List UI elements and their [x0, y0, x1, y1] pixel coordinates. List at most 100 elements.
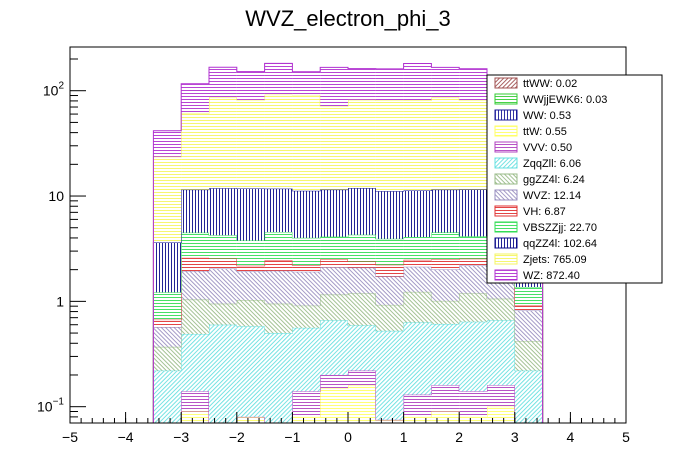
- legend-label-qqzz4l: qqZZ4l: 102.64: [523, 238, 597, 250]
- bar-zqqzll-bin-6: [320, 320, 348, 375]
- legend-label-wwjjewk6: WWjjEWK6: 0.03: [523, 94, 607, 106]
- legend-swatch-qqzz4l: [494, 237, 518, 249]
- bar-vbszzjj-bin-7: [348, 234, 376, 262]
- bar-vvv-bin-9: [403, 394, 432, 417]
- bar-wz-bin-3: [236, 71, 265, 100]
- bar-vvv-bin-10: [431, 385, 460, 412]
- bar-zjets-bin-9: [403, 100, 432, 191]
- bar-ttw-bin-7: [348, 385, 376, 423]
- bar-wvz-bin-4: [264, 270, 293, 304]
- x-tick-label: 1: [400, 429, 408, 445]
- legend-swatch-ttw: [494, 125, 518, 137]
- bar-wz-bin-2: [209, 67, 237, 98]
- legend-label-vh: VH: 6.87: [523, 206, 566, 218]
- bar-vbszzjj-bin-13: [514, 286, 543, 306]
- bar-zjets-bin-7: [348, 99, 376, 189]
- bar-wvz-bin-5: [292, 271, 321, 306]
- x-tick-label: −4: [118, 429, 134, 445]
- bar-wvz-bin-11: [459, 265, 487, 294]
- bar-qqzz4l-bin-3: [236, 188, 265, 241]
- y-tick-label: 102: [43, 81, 65, 99]
- legend-swatch-wz: [494, 269, 518, 281]
- y-tick-label: 10: [48, 188, 64, 204]
- bar-ggzz4l-bin-3: [236, 300, 265, 327]
- bar-wvz-bin-7: [348, 267, 376, 294]
- bar-vbszzjj-bin-10: [431, 232, 460, 260]
- bar-ttw-bin-1: [181, 411, 209, 423]
- bar-vbszzjj-bin-3: [236, 240, 265, 266]
- bar-zjets-bin-0: [153, 156, 182, 243]
- bar-ggzz4l-bin-9: [403, 291, 432, 323]
- bar-vbszzjj-bin-5: [292, 237, 321, 266]
- legend-label-ttww: ttWW: 0.02: [523, 78, 577, 90]
- bar-wvz-bin-3: [236, 271, 265, 301]
- bar-wz-bin-8: [375, 68, 404, 101]
- legend-swatch-vh: [494, 205, 518, 217]
- legend-swatch-ggzz4l: [494, 173, 518, 185]
- bar-zjets-bin-11: [459, 100, 487, 190]
- bar-ggzz4l-bin-8: [375, 304, 404, 331]
- bar-ggzz4l-bin-7: [348, 293, 376, 326]
- bar-zqqzll-bin-5: [292, 327, 321, 392]
- bar-wvz-bin-9: [403, 266, 432, 292]
- bar-wz-bin-4: [264, 63, 293, 95]
- x-tick-label: 3: [511, 429, 519, 445]
- bar-vh-bin-3: [236, 265, 265, 272]
- legend-label-ttw: ttW: 0.55: [523, 126, 567, 138]
- bar-qqzz4l-bin-4: [264, 188, 293, 233]
- bar-ggzz4l-bin-11: [459, 293, 487, 322]
- bar-qqzz4l-bin-1: [181, 189, 209, 233]
- bar-zjets-bin-5: [292, 94, 321, 191]
- bar-vh-bin-10: [431, 259, 460, 270]
- bar-ttw-bin-12: [487, 406, 515, 423]
- x-tick-label: 2: [455, 429, 463, 445]
- series-wvz: [152, 265, 544, 423]
- bar-ggzz4l-bin-1: [181, 299, 209, 334]
- bar-ggzz4l-bin-10: [431, 300, 460, 324]
- bar-vvv-bin-7: [348, 370, 376, 386]
- bar-vh-bin-8: [375, 264, 404, 277]
- x-tick-label: −2: [229, 429, 245, 445]
- bar-zqqzll-bin-11: [459, 321, 487, 392]
- bar-qqzz4l-bin-8: [375, 191, 404, 239]
- bar-wvz-bin-13: [514, 310, 543, 342]
- bar-wz-bin-5: [292, 71, 321, 95]
- bar-vh-bin-5: [292, 265, 321, 272]
- outline-wz: [152, 62, 544, 423]
- bar-qqzz4l-bin-9: [403, 190, 432, 238]
- bar-vvv-bin-5: [292, 391, 321, 417]
- bar-wvz-bin-2: [209, 268, 237, 304]
- bar-qqzz4l-bin-0: [153, 242, 182, 293]
- bar-vvv-bin-12: [487, 385, 515, 407]
- bar-wz-bin-7: [348, 68, 376, 100]
- bar-wvz-bin-1: [181, 271, 209, 300]
- bar-vh-bin-4: [264, 260, 293, 271]
- bar-zqqzll-bin-4: [264, 333, 293, 423]
- bar-wz-bin-0: [153, 130, 182, 157]
- x-tick-label: 5: [622, 429, 630, 445]
- legend-label-vvv: VVV: 0.50: [523, 142, 572, 154]
- legend-swatch-vvv: [494, 141, 518, 153]
- bar-vbszzjj-bin-8: [375, 238, 404, 265]
- x-tick-label: −5: [62, 429, 78, 445]
- bar-vh-bin-13: [514, 305, 543, 311]
- bar-wvz-bin-8: [375, 276, 404, 305]
- legend: ttWW: 0.02 WWjjEWK6: 0.03 WW: 0.53 ttW: 0.5…: [486, 74, 663, 284]
- x-tick-label: −3: [173, 429, 189, 445]
- legend-swatch-vbszzjj: [494, 221, 518, 233]
- bar-ttw-bin-3: [236, 416, 265, 423]
- bar-ggzz4l-bin-12: [487, 298, 515, 321]
- bar-zqqzll-bin-2: [209, 324, 237, 423]
- bar-vvv-bin-11: [459, 391, 487, 417]
- plot-area: −5 −4 −3 −2 −1 0 1 2 3 4 5 10−1 1 10 102 ttWW: 0.02 WWjj…: [37, 46, 663, 445]
- series-vvv: [153, 370, 543, 424]
- bar-ggzz4l-bin-2: [209, 303, 237, 325]
- chart-title: WVZ_electron_phi_3: [245, 6, 450, 31]
- bar-ttw-bin-8: [375, 419, 404, 423]
- legend-label-zqqzll: ZqqZll: 6.06: [523, 158, 581, 170]
- legend-label-wz: WZ: 872.40: [523, 270, 580, 282]
- bar-qqzz4l-bin-6: [320, 189, 348, 237]
- legend-swatch-wvz: [494, 189, 518, 201]
- bar-vbszzjj-bin-6: [320, 236, 348, 260]
